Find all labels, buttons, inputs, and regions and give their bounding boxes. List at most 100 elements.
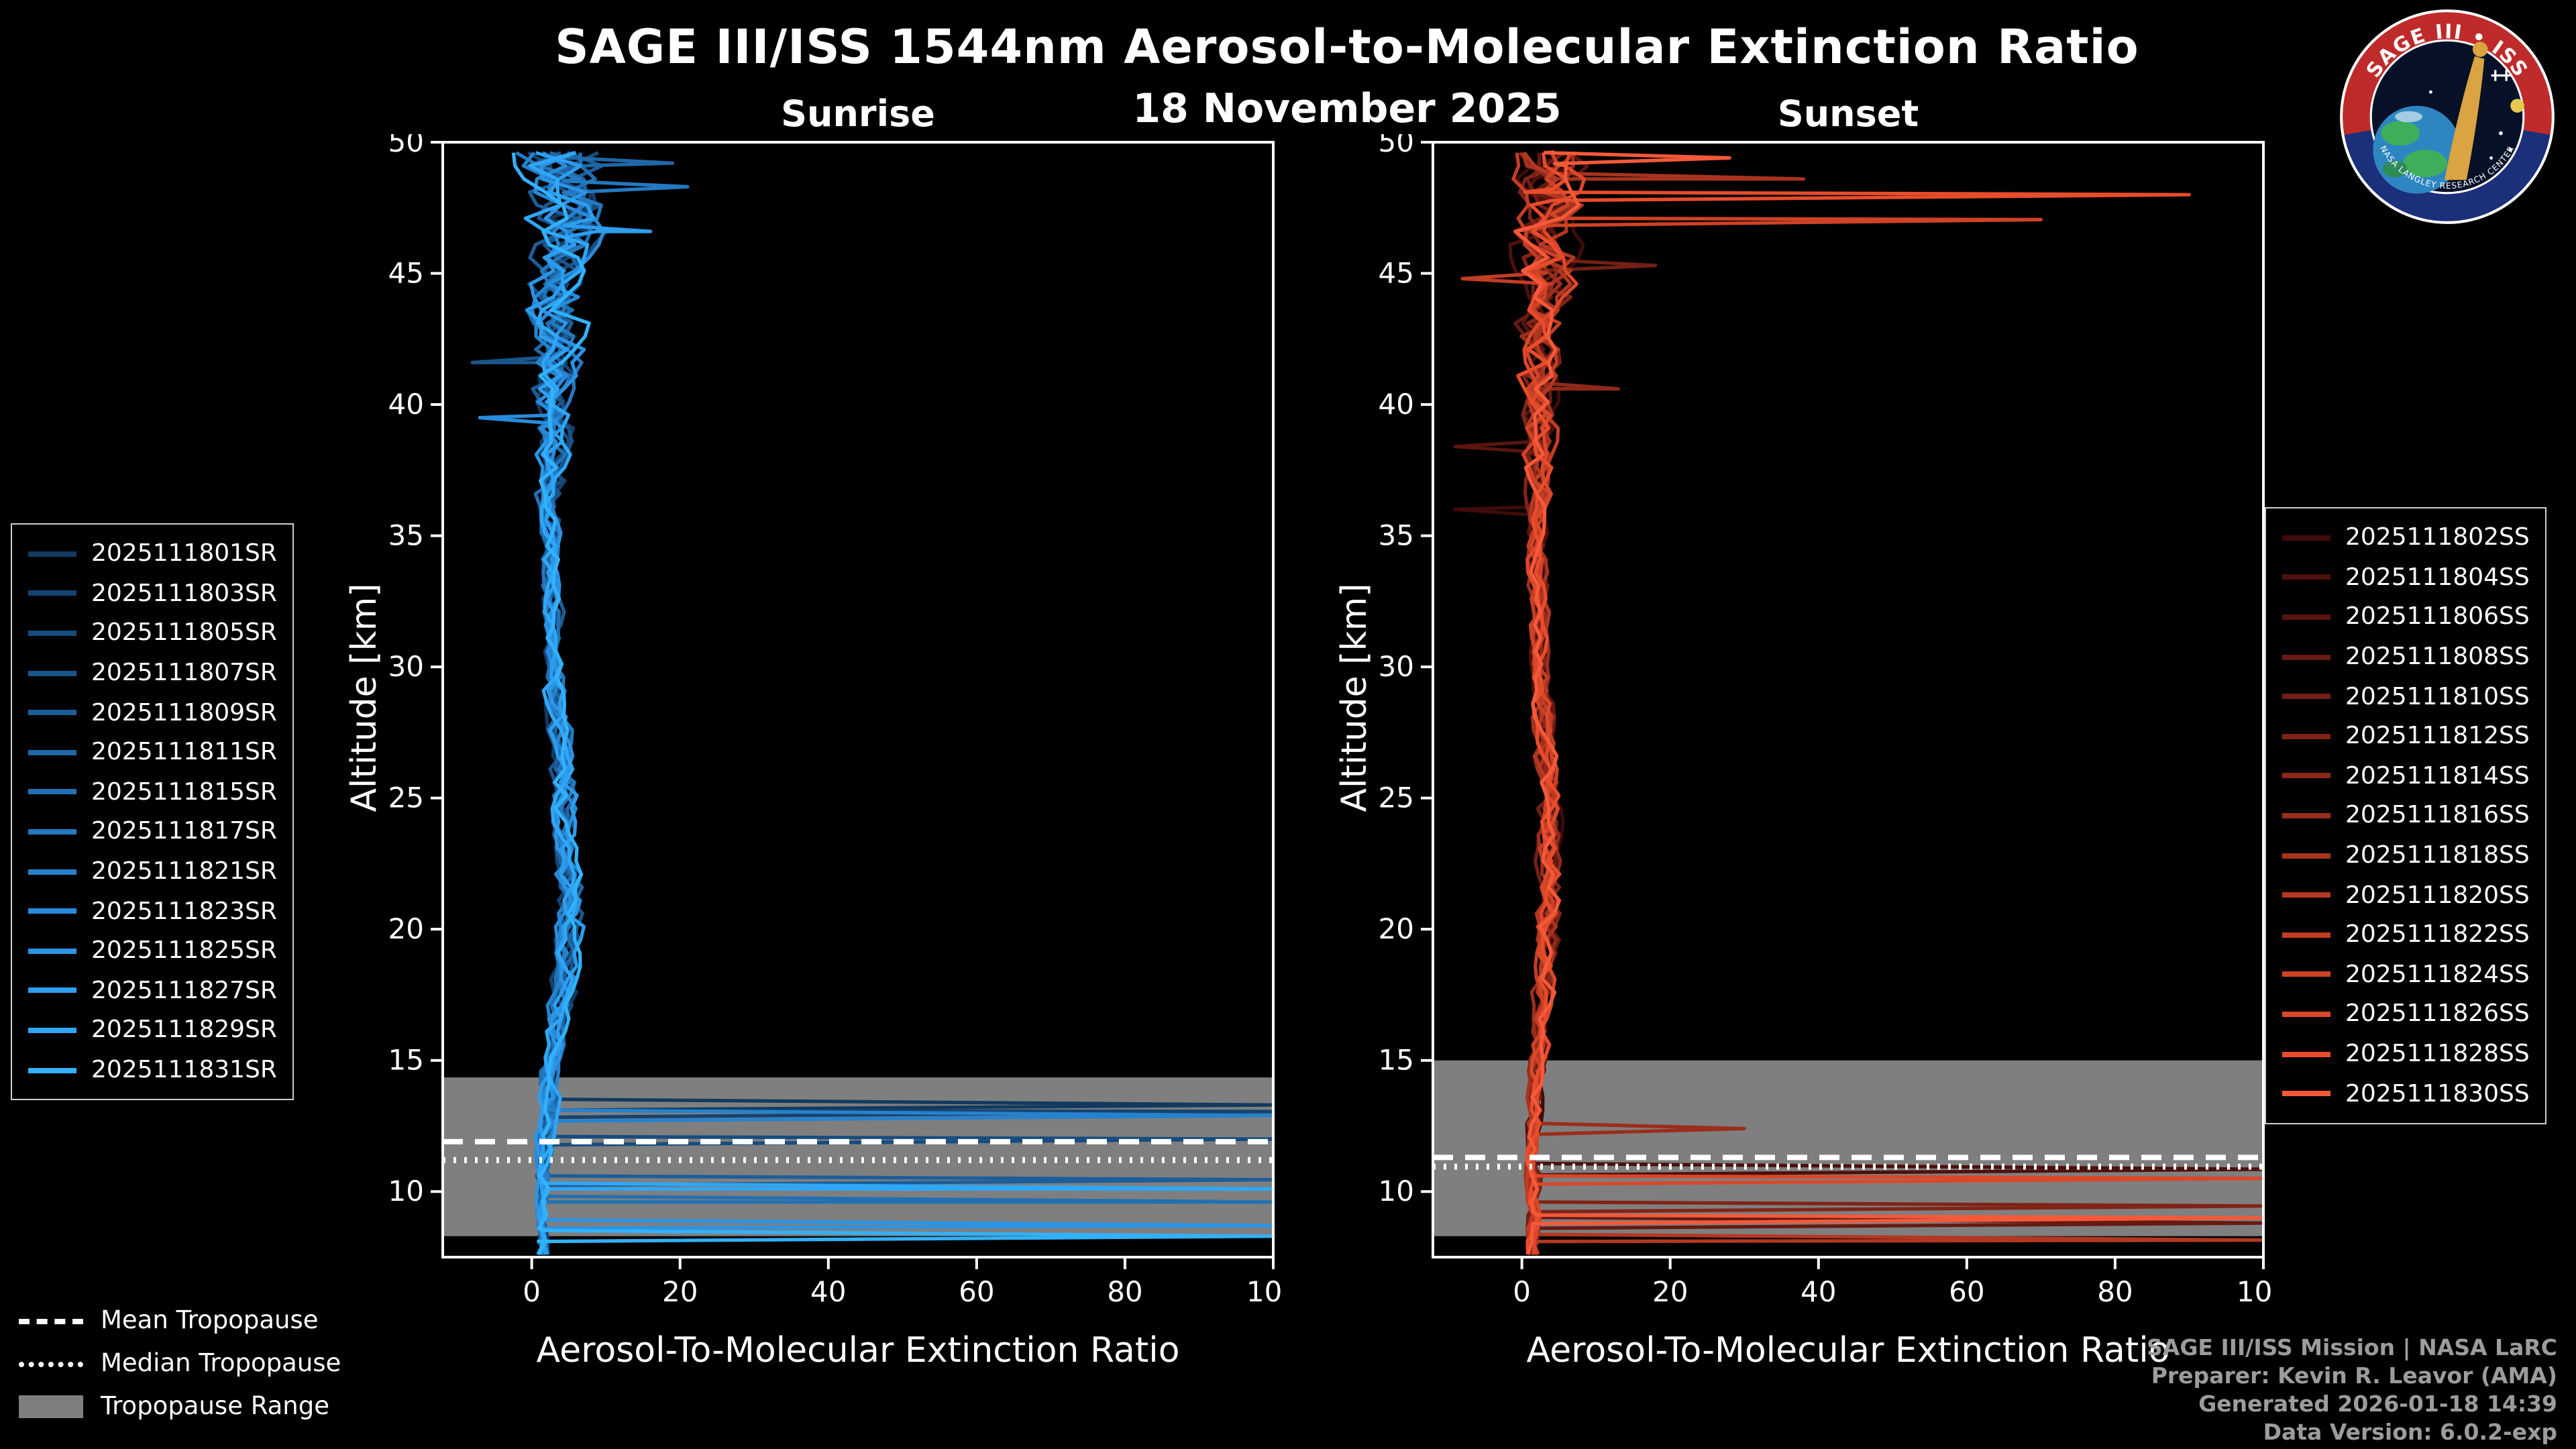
moon-graphic [2510,99,2524,113]
golden-figure [2444,56,2485,180]
legend-item: 2025111816SS [2282,796,2530,835]
legend-label: 2025111830SS [2345,1079,2530,1108]
legend-label: 2025111801SR [91,539,277,568]
legend-line-swatch [2282,773,2330,779]
legend-label: 2025111828SS [2345,1040,2530,1069]
legend-label: 2025111822SS [2345,920,2530,949]
legend-line-swatch [28,908,76,914]
legend-item: 2025111809SR [28,693,277,733]
legend-line-swatch [2282,971,2330,977]
y-tick-label: 30 [388,650,424,683]
x-tick-label: 0 [523,1275,541,1308]
legend-item: 2025111814SS [2282,756,2530,796]
y-tick-label: 15 [388,1044,424,1077]
mean-tropopause-legend-item: Mean Tropopause [19,1304,341,1338]
sunset-legend: 2025111802SS 2025111804SS 2025111806SS 2025… [2265,507,2547,1124]
iss-graphic [2491,70,2511,81]
plot-frame [441,141,1275,1258]
x-tick-label: 100 [1246,1275,1281,1308]
profile-line-2025111821SR [521,151,1275,1255]
legend-line-swatch [2282,1051,2330,1057]
x-tick-label: 40 [1801,1275,1836,1308]
legend-item: 2025111812SS [2282,716,2530,756]
legend-label: 2025111823SR [91,897,277,926]
legend-label: 2025111815SR [91,777,277,806]
legend-line-swatch [28,710,76,716]
legend-line-swatch [2282,654,2330,660]
legend-line-swatch [2282,1011,2330,1017]
legend-label: 2025111811SR [91,738,277,767]
legend-item: 2025111830SS [2282,1074,2530,1114]
legend-item: 2025111829SR [28,1010,277,1050]
sunrise-x-axis-label: Aerosol-To-Molecular Extinction Ratio [536,1331,1180,1371]
median-tropopause-legend-item: Median Tropopause [19,1347,341,1381]
legend-item: 2025111828SS [2282,1034,2530,1073]
legend-item: 2025111803SR [28,574,277,613]
footer-credits: SAGE III/ISS Mission | NASA LaRC Prepare… [2147,1334,2557,1446]
legend-label: 2025111806SS [2345,602,2530,631]
legend-label: 2025111824SS [2345,960,2530,989]
sunrise-legend: 2025111801SR 2025111803SR 2025111805SR 2025… [11,523,294,1101]
logo-outer-ring [2340,9,2555,224]
dotted-line-swatch [19,1361,83,1366]
legend-line-swatch [28,749,76,755]
legend-item: 2025111831SR [28,1050,277,1089]
y-tick-label: 45 [388,257,424,290]
legend-label: 2025111808SS [2345,643,2530,672]
legend-line-swatch [28,987,76,994]
earth-graphic [2373,105,2461,194]
y-tick-label: 50 [1379,134,1414,158]
legend-line-swatch [28,789,76,795]
legend-item: 2025111805SR [28,613,277,653]
profile-line-2025111829SR [523,151,1275,1256]
legend-label: 2025111831SR [91,1056,277,1085]
y-tick-label: 40 [1379,388,1414,421]
legend-label: 2025111803SR [91,579,277,608]
y-tick-label: 10 [1379,1175,1414,1208]
legend-line-swatch [28,630,76,636]
x-tick-label: 60 [1949,1275,1984,1308]
x-tick-label: 80 [1107,1275,1142,1308]
legend-item: 2025111817SR [28,812,277,851]
legend-item: 2025111802SS [2282,518,2530,557]
legend-item: 2025111810SS [2282,677,2530,716]
mean-tropopause-label: Mean Tropopause [101,1307,319,1335]
logo-red-band [2342,11,2553,136]
legend-item: 2025111808SS [2282,637,2530,677]
legend-line-swatch [28,869,76,875]
y-tick-label: 35 [1379,519,1414,552]
legend-line-swatch [2282,892,2330,898]
legend-line-swatch [28,670,76,676]
legend-label: 2025111802SS [2345,523,2530,552]
legend-line-swatch [2282,535,2330,541]
y-tick-label: 15 [1379,1044,1414,1077]
legend-item: 2025111801SR [28,534,277,574]
legend-label: 2025111810SS [2345,682,2530,711]
x-tick-label: 20 [1652,1275,1688,1308]
legend-line-swatch [28,1027,76,1033]
profile-line-2025111831SR [511,152,1275,1255]
x-tick-label: 80 [2097,1275,2133,1308]
tropopause-range-legend-item: Tropopause Range [19,1390,341,1424]
y-tick-label: 25 [388,782,424,814]
y-tick-label: 45 [1379,257,1414,290]
figure-head [2472,42,2488,57]
legend-label: 2025111809SR [91,698,277,727]
legend-line-swatch [2282,614,2330,620]
legend-item: 2025111822SS [2282,915,2530,955]
legend-item: 2025111821SR [28,852,277,892]
legend-label: 2025111804SS [2345,563,2530,592]
legend-item: 2025111815SR [28,772,277,812]
legend-line-swatch [2282,932,2330,938]
legend-item: 2025111804SS [2282,557,2530,597]
sage-iss-logo: SAGE III • ISS NASA LANGLEY RESEARCH CEN… [2340,9,2555,224]
legend-label: 2025111818SS [2345,841,2530,870]
y-tick-label: 40 [388,388,424,421]
dashed-line-swatch [19,1318,83,1324]
median-tropopause-label: Median Tropopause [101,1350,341,1378]
legend-label: 2025111829SR [91,1016,277,1044]
sunset-x-axis-label: Aerosol-To-Molecular Extinction Ratio [1526,1331,2170,1371]
legend-line-swatch [2282,1091,2330,1097]
y-tick-label: 50 [388,134,424,158]
